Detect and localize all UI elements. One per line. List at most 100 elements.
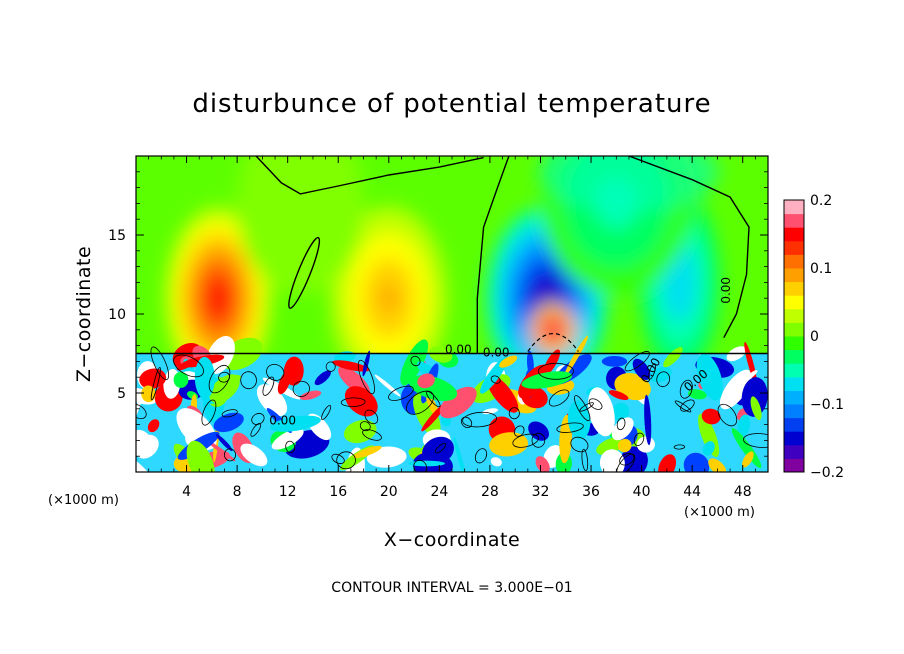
colorbar-frame: [783, 199, 805, 473]
colorbar: 0.2 0.1 0 −0.1 −0.2: [783, 193, 844, 481]
turbulent-eddy: [205, 439, 236, 462]
colorbar-swatch: [784, 322, 804, 337]
turbulent-eddy: [299, 390, 322, 401]
contour-swirl: [743, 433, 768, 448]
turbulent-eddy: [417, 373, 435, 389]
turbulent-eddy: [173, 371, 189, 388]
turbulent-eddy: [439, 386, 477, 419]
turbulent-eddy: [599, 449, 625, 472]
turbulent-eddy: [614, 373, 651, 401]
y-tick-label: 15: [108, 228, 126, 244]
x-tick-label: 12: [279, 484, 297, 500]
turbulent-eddy: [741, 377, 768, 417]
colorbar-label: 0: [810, 329, 819, 345]
field-lower-layer: [136, 335, 768, 472]
contour-swirl: [633, 432, 645, 446]
turbulent-eddy: [453, 436, 468, 472]
colorbar-swatch: [784, 268, 804, 283]
contour-label: 0.00: [269, 414, 296, 428]
turbulent-eddy: [186, 440, 215, 472]
contour-swirl: [574, 395, 591, 422]
colorbar-label: −0.2: [810, 465, 844, 481]
turbulent-eddy: [136, 434, 159, 459]
turbulent-eddy: [663, 347, 683, 368]
turbulent-eddy: [408, 460, 445, 467]
colorbar-swatch: [784, 417, 804, 432]
turbulent-eddy: [696, 353, 723, 401]
contour-swirl: [336, 451, 356, 470]
colorbar-label: 0.2: [810, 193, 832, 209]
contour-swirl: [364, 409, 379, 425]
colorbar-swatch: [784, 200, 804, 215]
turbulent-eddy: [658, 454, 677, 472]
colorbar-swatch: [784, 458, 804, 473]
contour-swirl: [321, 404, 332, 421]
colorbar-swatch: [784, 376, 804, 391]
field-contour-band: [210, 285, 226, 312]
x-tick-label: 40: [633, 484, 651, 500]
colorbar-swatch: [784, 336, 804, 351]
turbulent-eddy: [332, 360, 370, 372]
contour-swirl: [556, 422, 584, 433]
field-feature: [237, 156, 364, 295]
colorbar-swatch: [784, 349, 804, 364]
turbulent-eddy: [213, 412, 244, 433]
contour-swirl: [656, 371, 671, 388]
contour-swirl: [513, 425, 525, 437]
field-contour-band: [380, 285, 398, 312]
field-contour-band: [549, 326, 557, 334]
turbulent-eddy: [742, 451, 754, 468]
y-tick-label: 5: [117, 386, 126, 402]
contour-swirl: [173, 354, 204, 378]
contour-swirl: [208, 364, 231, 394]
x-tick-label: 20: [380, 484, 398, 500]
colorbar-swatch: [784, 363, 804, 378]
contour-swirl: [717, 403, 738, 427]
turbulent-eddy: [687, 389, 707, 400]
x-tick-label: 32: [532, 484, 550, 500]
turbulent-eddy: [400, 339, 429, 386]
plot-area: 0.000.000.000.00 0.000.00: [136, 156, 768, 472]
x-axis: 4 8 12 16 20 24 28 32 36 40 44 48: [148, 156, 756, 500]
contour-swirl: [462, 411, 498, 428]
contour-swirl: [136, 403, 147, 420]
turbulent-eddy: [608, 390, 629, 401]
zero-contour: [628, 156, 750, 339]
colorbar-swatch: [784, 390, 804, 405]
turbulent-eddy: [283, 356, 304, 386]
contour-swirl: [223, 448, 237, 462]
turbulent-eddy: [490, 457, 502, 467]
contour-swirl: [460, 416, 473, 429]
field-feature: [530, 304, 576, 356]
field-contour-band: [673, 269, 686, 296]
turbulent-eddy: [353, 445, 382, 459]
turbulent-eddy: [269, 415, 321, 432]
x-tick-label: 8: [233, 484, 242, 500]
contour-swirl: [413, 459, 428, 472]
x-unit-right: (×1000 m): [684, 505, 755, 520]
colorbar-label: 0.1: [810, 261, 832, 277]
colorbar-swatch: [784, 308, 804, 323]
zero-contour: [255, 156, 484, 195]
contour-swirl: [624, 351, 650, 372]
turbulent-eddy: [343, 419, 377, 444]
turbulent-eddy: [176, 362, 192, 371]
contour-swirl: [426, 391, 441, 408]
contour-swirl: [648, 363, 657, 380]
contour-swirl: [548, 389, 570, 407]
x-tick-label: 48: [734, 484, 752, 500]
contour-swirl: [679, 379, 693, 399]
colorbar-swatch: [784, 295, 804, 310]
contour-swirl: [285, 440, 296, 454]
contour-swirl: [490, 375, 501, 384]
contour-swirl: [616, 453, 636, 472]
turbulent-eddy: [746, 370, 758, 380]
chart-title: disturbunce of potential temperature: [192, 89, 711, 119]
x-tick-label: 24: [430, 484, 448, 500]
colorbar-swatch: [784, 240, 804, 255]
colorbar-swatch: [784, 404, 804, 419]
turbulent-eddy: [366, 446, 407, 468]
contour-swirl: [474, 448, 488, 464]
contour-swirl: [266, 363, 285, 381]
